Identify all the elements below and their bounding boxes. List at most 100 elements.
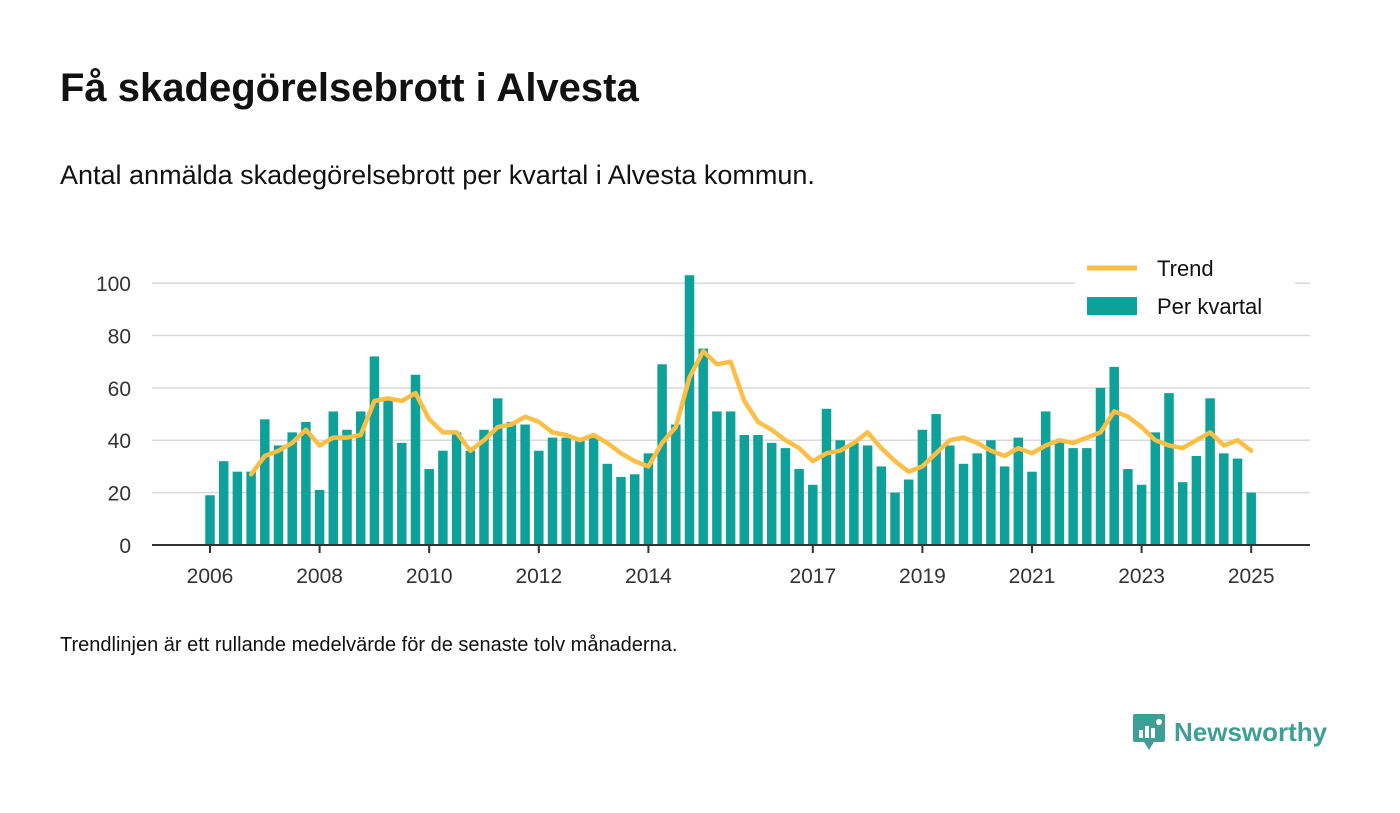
bar — [1027, 471, 1037, 545]
x-tick-label: 2017 — [789, 565, 836, 588]
bar — [205, 495, 215, 545]
bar — [1082, 448, 1092, 545]
bar — [547, 437, 558, 545]
bar — [698, 348, 708, 545]
bar — [1095, 387, 1106, 545]
legend-background — [1075, 250, 1295, 330]
y-axis-ticks: 0 20 40 60 80 100 — [96, 273, 131, 558]
bar — [1013, 437, 1024, 545]
bar — [314, 490, 325, 545]
y-tick-label: 20 — [108, 483, 131, 506]
legend-bar-swatch — [1087, 297, 1137, 315]
bar — [945, 445, 955, 545]
bar — [684, 275, 695, 545]
bar — [424, 469, 434, 545]
bar — [671, 424, 681, 545]
brand-name: Newsworthy — [1174, 716, 1328, 747]
x-tick-label: 2010 — [406, 565, 453, 588]
bar — [342, 429, 352, 545]
bar — [465, 450, 476, 545]
bar — [492, 398, 503, 545]
bar — [575, 440, 585, 545]
footnote: Trendlinjen är ett rullande medelvärde f… — [60, 634, 678, 656]
bar — [520, 424, 530, 545]
bar — [835, 440, 845, 545]
bar — [643, 453, 654, 545]
x-tick-label: 2014 — [625, 565, 672, 588]
bar — [1068, 448, 1078, 545]
bar — [917, 429, 928, 545]
bar — [534, 450, 544, 545]
bar — [849, 442, 859, 545]
bar — [438, 450, 448, 545]
y-tick-label: 100 — [96, 273, 131, 296]
bar — [794, 469, 804, 545]
chart-title: Få skadegörelsebrott i Alvesta — [60, 66, 639, 110]
bar — [1136, 484, 1147, 545]
bar — [287, 432, 297, 545]
bar — [246, 471, 256, 545]
bar — [1191, 455, 1202, 545]
bar — [766, 442, 777, 545]
x-tick-label: 2021 — [1009, 565, 1056, 588]
legend: Trend Per kvartal — [1075, 250, 1295, 330]
x-tick-label: 2025 — [1228, 565, 1275, 588]
bar — [1232, 458, 1243, 545]
bar — [301, 421, 311, 545]
bar — [1123, 469, 1133, 545]
bar — [369, 356, 380, 545]
bar — [260, 419, 270, 545]
bar — [355, 411, 366, 545]
bar — [1054, 440, 1065, 545]
legend-trend-label: Trend — [1157, 256, 1214, 281]
bar — [1150, 432, 1161, 545]
bar — [410, 374, 421, 545]
x-axis-ticks: 2006 2008 2010 2012 2014 2017 2019 2021 2023 2025 — [187, 545, 1275, 588]
bar — [602, 463, 613, 545]
bar — [506, 421, 517, 545]
bar — [383, 398, 393, 545]
chart-subtitle: Antal anmälda skadegörelsebrott per kvar… — [60, 160, 815, 190]
bar — [588, 435, 599, 545]
bar — [479, 429, 489, 545]
bar — [1205, 398, 1215, 545]
bar — [780, 448, 791, 545]
x-tick-label: 2006 — [187, 565, 234, 588]
bar — [1246, 492, 1256, 545]
bar — [328, 411, 339, 545]
x-tick-label: 2023 — [1118, 565, 1165, 588]
bar — [753, 435, 763, 545]
bar — [232, 471, 243, 545]
y-tick-label: 40 — [108, 430, 131, 453]
bar — [451, 432, 462, 545]
x-tick-label: 2019 — [899, 565, 946, 588]
trend-line — [248, 348, 1254, 477]
newsworthy-logo-icon — [1133, 714, 1165, 750]
bar — [725, 411, 736, 545]
trend-series — [248, 348, 1254, 477]
bar — [1177, 482, 1188, 545]
bar — [739, 435, 750, 545]
bar — [1040, 411, 1051, 545]
bar — [1219, 453, 1229, 545]
bar — [986, 440, 996, 545]
y-tick-label: 0 — [119, 535, 131, 558]
bar — [808, 484, 818, 545]
bar — [876, 466, 887, 545]
legend-bar-label: Per kvartal — [1157, 294, 1262, 319]
brand-logo: Newsworthy — [1132, 712, 1327, 752]
bar — [1109, 366, 1119, 545]
y-tick-label: 80 — [108, 325, 131, 348]
bar — [999, 466, 1010, 545]
x-tick-label: 2008 — [296, 565, 343, 588]
bar — [273, 445, 284, 545]
bar-series — [205, 275, 1256, 545]
bar — [397, 442, 407, 545]
bar — [862, 445, 873, 545]
bar — [712, 411, 722, 545]
bar — [561, 437, 571, 545]
bar — [657, 364, 667, 545]
bar — [629, 474, 640, 545]
bar — [890, 492, 900, 545]
